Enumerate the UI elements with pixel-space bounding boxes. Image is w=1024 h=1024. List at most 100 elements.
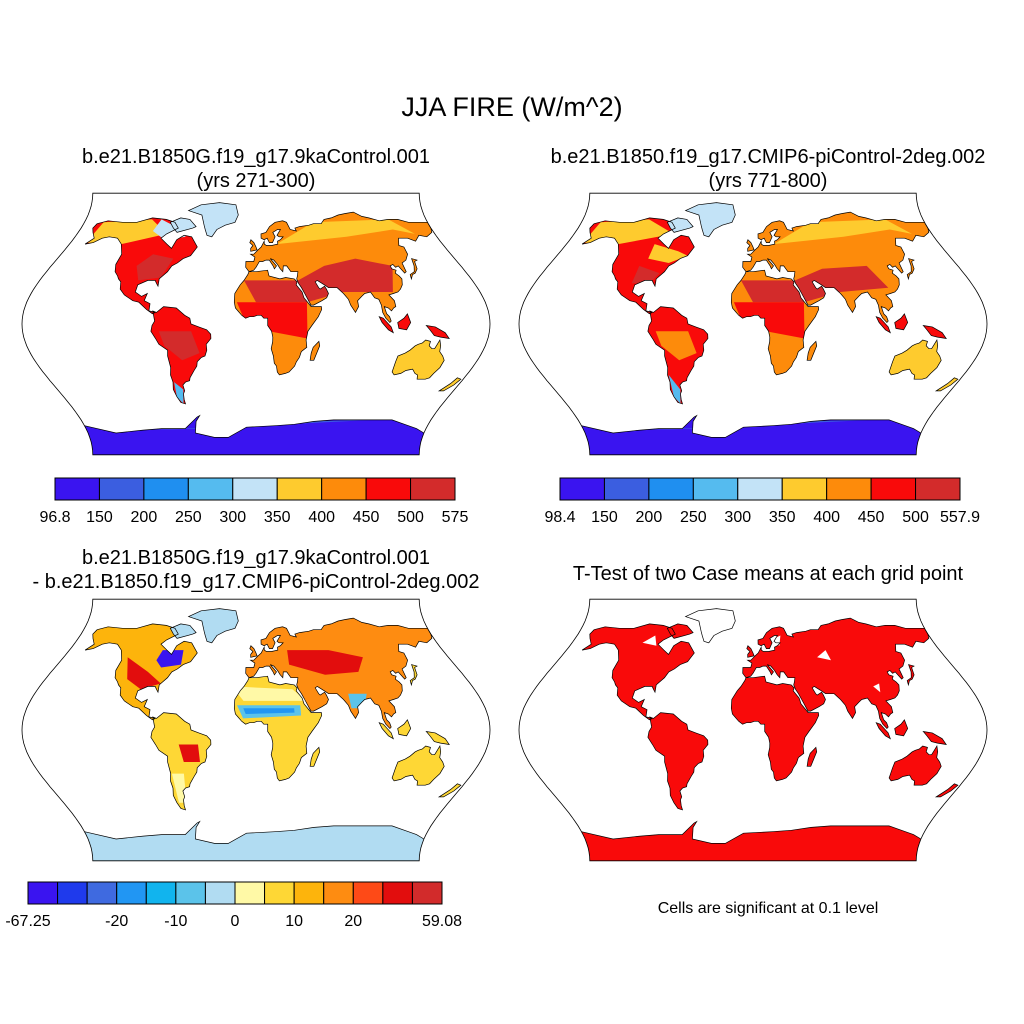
colorbar-box-4	[232, 477, 278, 501]
panel4-title-line1: T-Test of two Case means at each grid po…	[572, 563, 964, 585]
land-north-america	[582, 217, 695, 314]
colorbar-label-8: 500	[902, 509, 929, 526]
coastline-eurasia	[742, 211, 930, 324]
panel3-colorbar: -67.25 -20 -10 0 10 20 59.08	[5, 881, 462, 930]
figure-title: JJA FIRE (W/m^2)	[401, 92, 623, 122]
land-eurasia	[742, 618, 929, 729]
panel3-title: b.e21.B1850G.f19_g17.9kaControl.001 - b.…	[0, 546, 512, 594]
land-new-guinea	[426, 325, 450, 339]
colorbar-box-5	[276, 477, 323, 501]
coastline-greenland	[684, 202, 736, 238]
colorbar-box-2	[143, 477, 189, 501]
panel2-title-line2: (yrs 771-800)	[708, 170, 828, 192]
map-boundary	[518, 598, 988, 862]
panel3-title-line2: - b.e21.B1850.f19_g17.CMIP6-piControl-2d…	[32, 571, 480, 593]
coastline-japan	[906, 258, 915, 281]
land-madagascar	[807, 341, 817, 361]
colorbar-box-0	[559, 477, 605, 501]
field-regions	[583, 219, 912, 431]
colorbar-label-9: 557.9	[940, 509, 980, 526]
land-sumatra	[379, 722, 394, 739]
field-region-1	[648, 244, 688, 263]
land-greenland	[188, 202, 239, 237]
coastline-new-guinea	[425, 731, 450, 745]
panel4-title: T-Test of two Case means at each grid po…	[512, 562, 1024, 586]
coastline-eurasia	[245, 211, 433, 324]
coastline-north-america	[84, 217, 198, 315]
field-region-5	[733, 302, 805, 339]
colorbar-box-3	[692, 477, 739, 501]
colorbar-box-10	[323, 881, 354, 905]
coastline-new-guinea	[425, 325, 450, 339]
field-region-6	[773, 219, 912, 245]
coastline-south-america	[647, 306, 709, 405]
panel3-title-line1: b.e21.B1850G.f19_g17.9kaControl.001	[81, 547, 431, 569]
coastlines	[581, 202, 959, 455]
field-region-6	[276, 219, 415, 245]
field-region-0	[156, 650, 184, 668]
land-antarctica	[84, 821, 424, 861]
land-sumatra	[876, 316, 891, 333]
coastline-new-zealand	[437, 783, 462, 798]
map-boundary	[518, 192, 988, 456]
land-uk	[249, 645, 258, 658]
colorbar-box-0	[27, 881, 59, 905]
land-sumatra	[876, 722, 891, 739]
coastline-uk	[746, 239, 755, 252]
colorbar-box-11	[352, 881, 384, 905]
colorbar-box-9	[293, 881, 325, 905]
coastline-baffin	[666, 623, 694, 639]
coastline-uk	[249, 239, 258, 252]
land-uk	[249, 239, 258, 252]
coastlines	[84, 202, 462, 455]
coastline-sumatra	[875, 316, 891, 334]
colorbar-label-1: 150	[591, 509, 618, 526]
land-australia	[889, 746, 942, 786]
land-japan	[410, 664, 418, 685]
land-new-guinea	[923, 731, 947, 745]
colorbar-label-0: 96.8	[39, 509, 70, 526]
significance-note: Cells are significant at 0.1 level	[657, 900, 879, 917]
colorbar-box-7	[234, 881, 266, 905]
coastline-baffin	[169, 623, 197, 639]
panel1-map	[21, 192, 491, 456]
colorbar-box-7	[365, 477, 412, 501]
coastline-baffin	[169, 217, 197, 233]
panel1-colorbar: 96.8 150 200 250 300 350 400 450 500 575	[39, 477, 468, 526]
land-south-america	[150, 712, 211, 810]
coastline-greenland	[684, 608, 736, 644]
coastline-eurasia	[245, 617, 433, 730]
land-borneo	[894, 313, 908, 330]
colorbar-box-8	[410, 477, 456, 501]
colorbar-box-1	[98, 477, 145, 501]
land-north-america	[582, 623, 695, 720]
coastline-north-america	[581, 623, 695, 721]
colorbar-box-6	[204, 881, 236, 905]
field-region-2	[631, 265, 660, 284]
map-fill-layer	[22, 193, 490, 455]
panel2-title-line1: b.e21.B1850.f19_g17.CMIP6-piControl-2deg…	[550, 146, 986, 168]
coastline-japan	[409, 258, 418, 281]
colorbar-label-1: 150	[86, 509, 113, 526]
coastline-new-zealand	[437, 377, 462, 392]
panel1-title: b.e21.B1850G.f19_g17.9kaControl.001 (yrs…	[0, 145, 512, 193]
land-japan	[907, 258, 915, 279]
colorbar-label-0: -67.25	[5, 913, 50, 930]
coastline-north-america	[84, 623, 198, 721]
land-uk	[746, 645, 755, 658]
colorbar-label-8: 500	[397, 509, 424, 526]
coastline-uk	[249, 645, 258, 658]
land-antarctica	[84, 415, 424, 455]
colorbar-box-3	[187, 477, 234, 501]
coastline-south-america	[647, 712, 709, 811]
coastline-madagascar	[309, 746, 321, 767]
colorbar-label-5: 350	[264, 509, 291, 526]
coastline-antarctica	[581, 820, 922, 861]
field-region-4	[655, 331, 697, 361]
nonsignificant-cell-0	[642, 635, 657, 646]
colorbar-label-3: 250	[175, 509, 202, 526]
coastline-uk	[746, 645, 755, 658]
coastline-antarctica	[581, 414, 922, 455]
colorbar-box-13	[411, 881, 443, 905]
coastline-africa	[233, 675, 323, 782]
